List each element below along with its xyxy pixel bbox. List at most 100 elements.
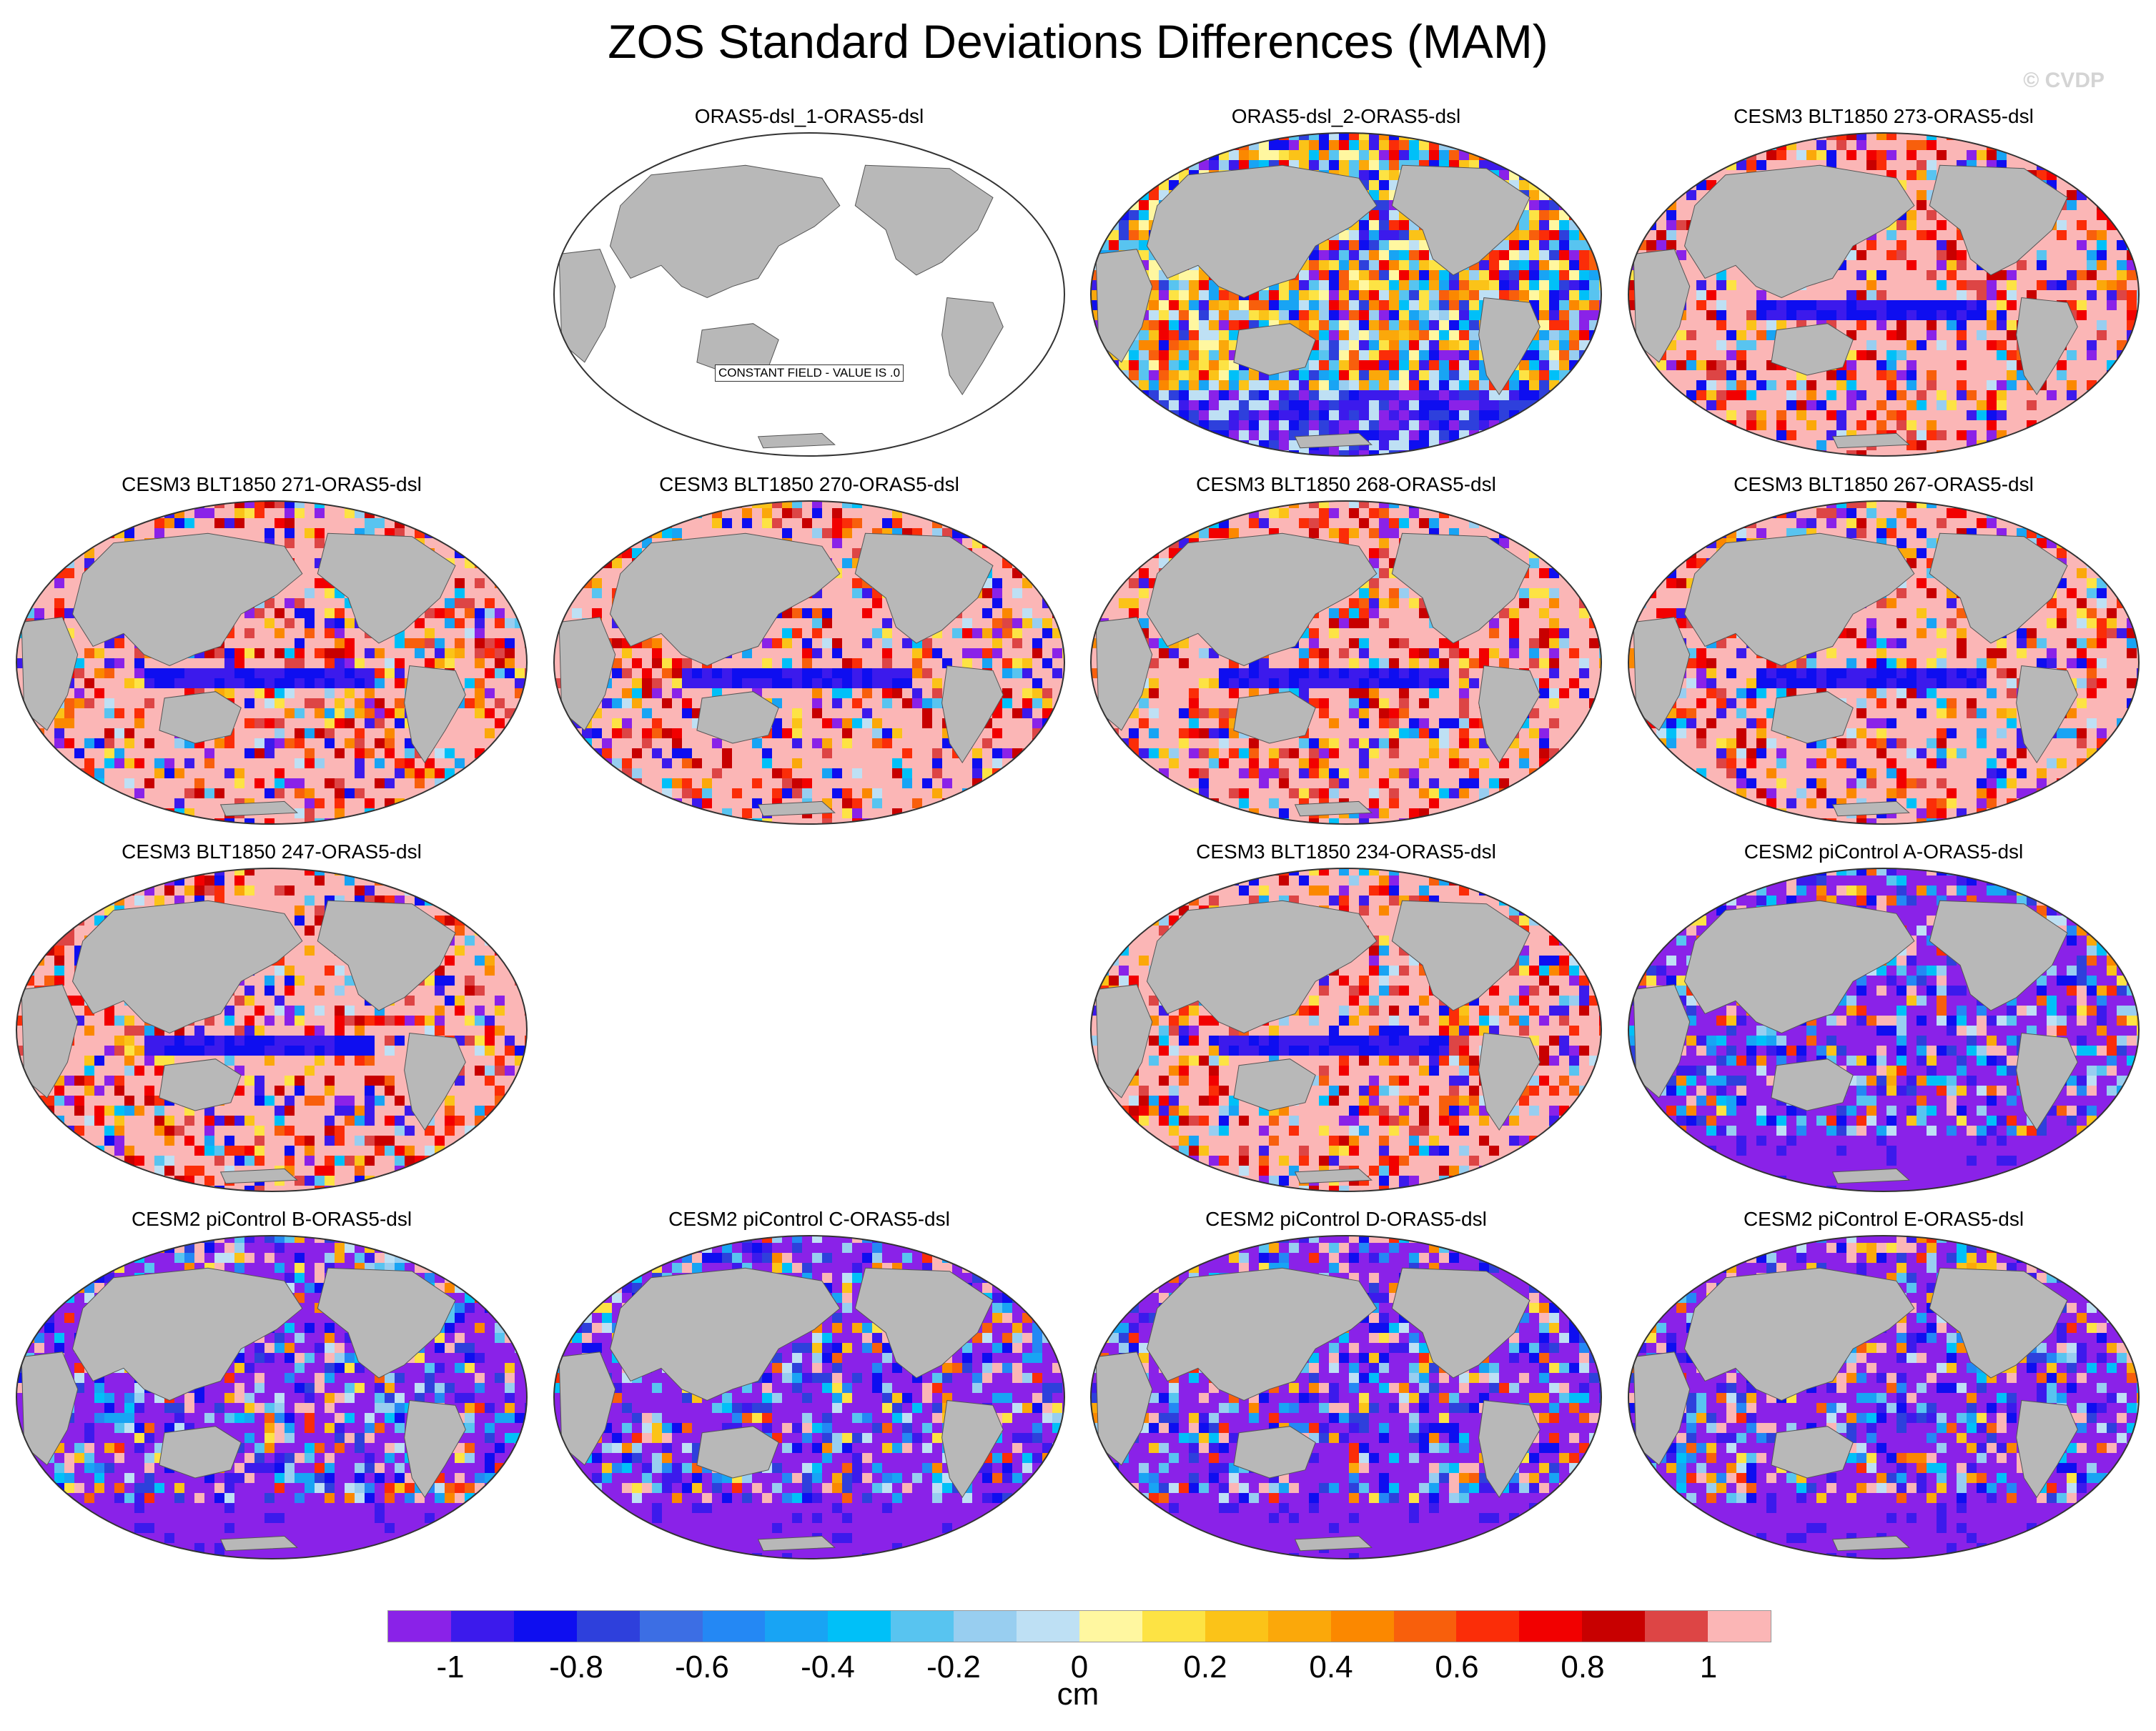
field-cell [1289, 290, 1299, 300]
field-cell [1419, 450, 1429, 456]
field-cell [94, 788, 104, 798]
field-cell [2067, 430, 2077, 440]
field-cell [84, 508, 94, 518]
field-cell [1339, 270, 1349, 280]
field-cell [94, 668, 104, 678]
field-cell [1399, 440, 1409, 450]
field-cell [2027, 140, 2037, 150]
field-cell [1099, 200, 1109, 210]
field-cell [1379, 260, 1389, 270]
field-cell [1159, 310, 1169, 320]
field-cell [1559, 340, 1569, 350]
field-cell [1379, 410, 1389, 420]
field-cell [1119, 370, 1129, 380]
field-cell [1776, 420, 1786, 430]
field-cell [465, 658, 475, 668]
field-cell [2087, 330, 2097, 340]
field-cell [2067, 340, 2077, 350]
field-cell [1569, 350, 1579, 360]
field-cell [1369, 360, 1379, 370]
field-cell [1149, 360, 1159, 370]
field-cell [1599, 260, 1601, 270]
field-cell [1279, 140, 1289, 150]
field-cell [475, 668, 485, 678]
field-cell [365, 718, 375, 728]
field-cell [34, 598, 44, 608]
field-cell [315, 778, 325, 788]
field-cell [264, 508, 275, 518]
field-cell [1977, 150, 1987, 160]
field-cell [1439, 133, 1449, 140]
field-cell [495, 568, 505, 578]
field-cell [1379, 370, 1389, 380]
field-cell [1519, 400, 1529, 410]
field-cell [1499, 290, 1509, 300]
field-cell [1716, 450, 1726, 456]
field-cell [1359, 320, 1369, 330]
field-cell [515, 778, 525, 788]
field-cell [1977, 450, 1987, 456]
field-cell [1856, 310, 1866, 320]
field-cell [1359, 133, 1369, 140]
field-cell [244, 668, 254, 678]
field-cell [1439, 310, 1449, 320]
field-cell [94, 518, 104, 528]
field-cell [1269, 290, 1279, 300]
field-cell [154, 518, 164, 528]
field-cell [2077, 450, 2087, 456]
field-cell [1529, 360, 1539, 370]
field-cell [1349, 400, 1359, 410]
field-cell [345, 618, 355, 628]
field-cell [1219, 160, 1229, 170]
field-cell [16, 788, 24, 798]
field-cell [505, 738, 515, 748]
field-cell [1309, 400, 1319, 410]
field-cell [64, 698, 74, 708]
field-cell [375, 648, 385, 658]
field-cell [2097, 220, 2107, 230]
field-cell [1349, 410, 1359, 420]
field-cell [24, 758, 34, 768]
field-cell [1826, 280, 1836, 290]
field-cell [1977, 420, 1987, 430]
field-cell [385, 501, 395, 508]
field-cell [1539, 280, 1549, 290]
field-cell [1409, 230, 1419, 240]
field-cell [485, 778, 495, 788]
field-cell [315, 718, 325, 728]
field-cell [1846, 450, 1856, 456]
field-cell [1579, 220, 1589, 230]
field-cell [1628, 160, 1636, 170]
field-cell [495, 758, 505, 768]
field-cell [1429, 150, 1439, 160]
field-cell [44, 748, 54, 758]
field-cell [475, 508, 485, 518]
field-cell [1628, 270, 1636, 280]
field-cell [1977, 350, 1987, 360]
field-cell [1826, 310, 1836, 320]
field-cell [1209, 390, 1219, 400]
field-cell [244, 728, 254, 738]
field-cell [1646, 230, 1656, 240]
field-cell [74, 698, 84, 708]
field-cell [1706, 160, 1716, 170]
field-cell [1599, 160, 1601, 170]
field-cell [1359, 140, 1369, 150]
field-cell [1109, 180, 1119, 190]
field-cell [2057, 430, 2067, 440]
field-cell [2017, 400, 2027, 410]
field-cell [285, 728, 295, 738]
field-cell [1917, 140, 1927, 150]
field-cell [1736, 390, 1746, 400]
field-cell [1987, 310, 1997, 320]
field-cell [1369, 280, 1379, 290]
field-cell [1519, 360, 1529, 370]
field-cell [425, 658, 435, 668]
field-cell [2117, 410, 2127, 420]
field-cell [1786, 400, 1796, 410]
field-cell [1967, 400, 1977, 410]
field-cell [1957, 310, 1967, 320]
field-cell [1129, 440, 1139, 450]
field-cell [1249, 150, 1259, 160]
field-cell [525, 778, 527, 788]
